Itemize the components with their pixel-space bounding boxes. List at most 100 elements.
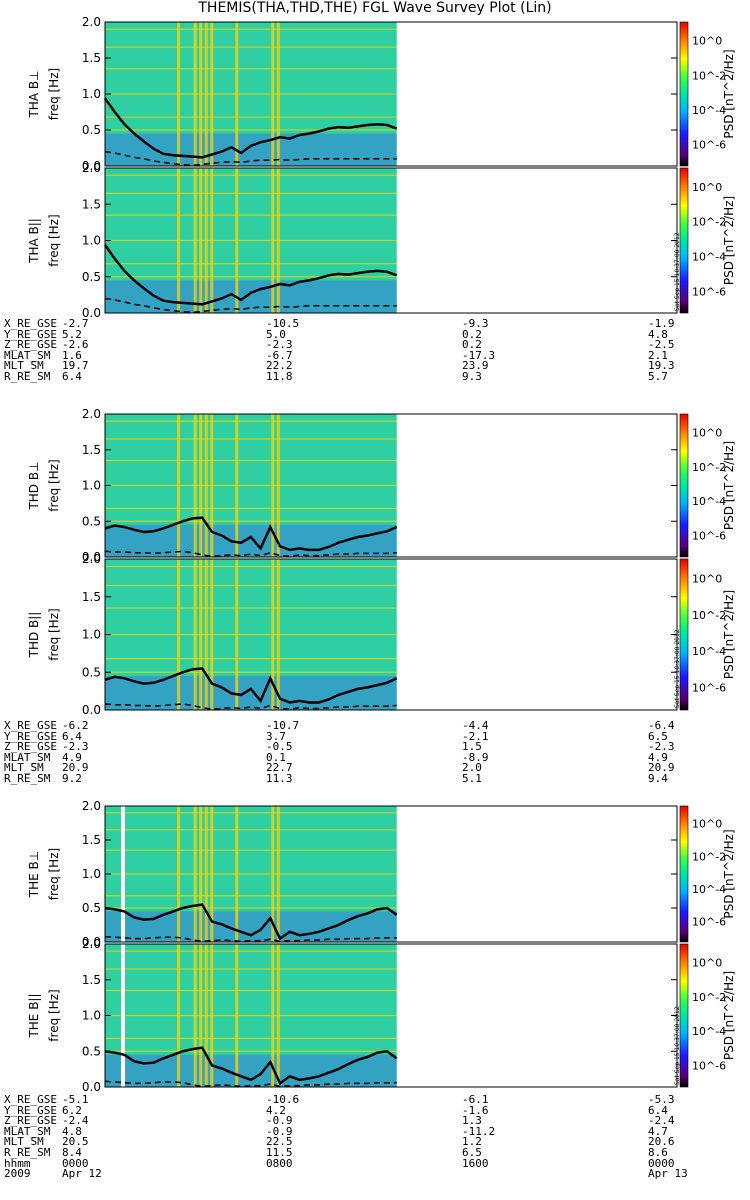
y-axis-unit-label: freq [Hz] bbox=[47, 848, 61, 900]
solid-series-line bbox=[104, 516, 398, 552]
colorbar-label: PSD [nT^2/Hz] bbox=[722, 971, 736, 1060]
solid-series-line bbox=[103, 244, 398, 306]
ephemeris-value: 6.5 bbox=[462, 1146, 482, 1159]
burst-stripe bbox=[204, 22, 208, 166]
ephemeris-value: -1.9 bbox=[648, 317, 675, 330]
y-axis-label: THE B⊥ bbox=[27, 851, 41, 898]
colorbar-tick-label: 10^0 bbox=[692, 35, 722, 48]
burst-stripe bbox=[193, 168, 197, 313]
burst-stripe bbox=[235, 944, 239, 1087]
dashed-series-line bbox=[104, 1080, 397, 1088]
colorbar-tick-label: 10^-4 bbox=[692, 104, 726, 117]
y-tick-label: 0.5 bbox=[82, 123, 101, 137]
ephemeris-label: MLT_SM bbox=[4, 761, 44, 775]
timestamp-stamp: Sat Sep 15 10:37:08 2012 bbox=[674, 629, 681, 708]
ephemeris-value: -2.1 bbox=[462, 729, 489, 743]
colorbar bbox=[679, 413, 689, 558]
burst-stripe bbox=[193, 806, 197, 942]
burst-stripe bbox=[271, 168, 275, 313]
colorbar-label: PSD [nT^2/Hz] bbox=[722, 49, 736, 138]
ephemeris-label: MLAT_SM bbox=[4, 1124, 51, 1138]
ephemeris-value: -5.1 bbox=[62, 1093, 89, 1106]
burst-stripe bbox=[193, 22, 197, 166]
ephemeris-value: 6.4 bbox=[62, 370, 82, 383]
ephemeris-value: -2.3 bbox=[648, 740, 675, 754]
colorbar-tick-label: 10^-4 bbox=[692, 495, 726, 508]
burst-stripe bbox=[210, 414, 214, 557]
ephemeris-value: 2.0 bbox=[462, 761, 482, 775]
burst-stripe bbox=[235, 414, 239, 557]
ephemeris-value: 22.5 bbox=[266, 1135, 293, 1149]
colorbar-tick-label: 10^0 bbox=[692, 573, 722, 586]
ephemeris-value: -2.4 bbox=[62, 1114, 89, 1128]
burst-stripe bbox=[276, 806, 280, 942]
ephemeris-value: 6.4 bbox=[62, 729, 82, 743]
ephemeris-label: Z_RE_GSE bbox=[4, 740, 57, 754]
ephemeris-value: 9.3 bbox=[462, 370, 482, 383]
burst-stripe bbox=[271, 22, 275, 166]
y-tick-label: 1.5 bbox=[82, 590, 101, 604]
burst-stripe bbox=[177, 806, 181, 942]
data-gap bbox=[121, 806, 125, 942]
y-tick-label: 1.0 bbox=[82, 479, 101, 493]
ephemeris-value: 4.8 bbox=[62, 1124, 82, 1138]
colorbar-tick-label: 10^-4 bbox=[692, 645, 726, 658]
burst-stripe bbox=[276, 414, 280, 557]
spectrogram-panel-2: 0.0 0.5 1.0 1.5 2.0 THA B|| freq [Hz] 10^0 10^-2… bbox=[27, 161, 736, 320]
burst-stripe bbox=[210, 944, 214, 1087]
ephemeris-value: 5.0 bbox=[266, 327, 286, 341]
ephemeris-value: -6.2 bbox=[62, 719, 89, 732]
burst-stripe bbox=[271, 944, 275, 1087]
y-tick-label: 1.0 bbox=[82, 1009, 101, 1023]
burst-stripe bbox=[199, 414, 203, 557]
ephemeris-value: -2.4 bbox=[648, 1114, 675, 1128]
y-tick-label: 0.0 bbox=[82, 306, 101, 320]
colorbar-tick-label: 10^0 bbox=[692, 957, 722, 970]
low-frequency-band bbox=[105, 524, 397, 557]
burst-stripe bbox=[271, 806, 275, 942]
low-frequency-band bbox=[105, 1054, 397, 1087]
ephemeris-value: 0.1 bbox=[266, 750, 286, 764]
colorbar-tick-label: 10^-4 bbox=[692, 1025, 726, 1038]
colorbar bbox=[679, 805, 689, 943]
ephemeris-label: Z_RE_GSE bbox=[4, 1114, 57, 1128]
colorbar-tick-label: 10^-2 bbox=[692, 609, 726, 622]
spectrogram-panel-6: 0.0 0.5 1.0 1.5 2.0 THE B|| freq [Hz] 10^0 10^-2… bbox=[27, 937, 736, 1094]
colorbar-tick-label: 10^0 bbox=[692, 181, 722, 194]
ephemeris-label: MLT_SM bbox=[4, 1135, 44, 1149]
ephemeris-value: 8.4 bbox=[62, 1146, 82, 1159]
ephemeris-label: 2009 bbox=[4, 1167, 31, 1181]
burst-stripe bbox=[177, 168, 181, 313]
spectrogram-panel-1: 0.0 0.5 1.0 1.5 2.0 THA B⊥ freq [Hz] 10^0 10^-2 1… bbox=[27, 15, 736, 173]
burst-stripe bbox=[193, 559, 197, 710]
burst-stripe bbox=[204, 559, 208, 710]
burst-stripe bbox=[210, 168, 214, 313]
ephemeris-label: X_RE_GSE bbox=[4, 317, 57, 330]
y-tick-label: 1.5 bbox=[82, 197, 101, 211]
y-tick-label: 2.0 bbox=[82, 161, 101, 175]
burst-stripe bbox=[199, 168, 203, 313]
y-tick-label: 1.0 bbox=[82, 87, 101, 101]
dashed-series-line bbox=[104, 935, 397, 943]
y-tick-label: 0.0 bbox=[82, 935, 101, 949]
colorbar bbox=[679, 558, 689, 711]
ephemeris-value: 2.1 bbox=[648, 348, 668, 362]
colorbar-label: PSD [nT^2/Hz] bbox=[722, 196, 736, 285]
y-tick-label: 0.5 bbox=[82, 270, 101, 284]
data-gap bbox=[121, 944, 125, 1087]
y-tick-label: 0.0 bbox=[82, 550, 101, 564]
ephemeris-value: 4.9 bbox=[648, 750, 668, 764]
y-tick-label: 2.0 bbox=[82, 407, 101, 421]
y-tick-label: 1.5 bbox=[82, 443, 101, 457]
solid-series-line bbox=[103, 97, 398, 159]
ephemeris-value: -10.6 bbox=[266, 1093, 300, 1106]
colorbar bbox=[679, 167, 689, 314]
ephemeris-value: -0.9 bbox=[266, 1124, 293, 1138]
ephemeris-value: 6.5 bbox=[648, 729, 668, 743]
ephemeris-value: 1.6 bbox=[62, 348, 82, 362]
y-tick-label: 0.0 bbox=[82, 1080, 101, 1094]
burst-stripe bbox=[276, 944, 280, 1087]
burst-stripe bbox=[177, 414, 181, 557]
